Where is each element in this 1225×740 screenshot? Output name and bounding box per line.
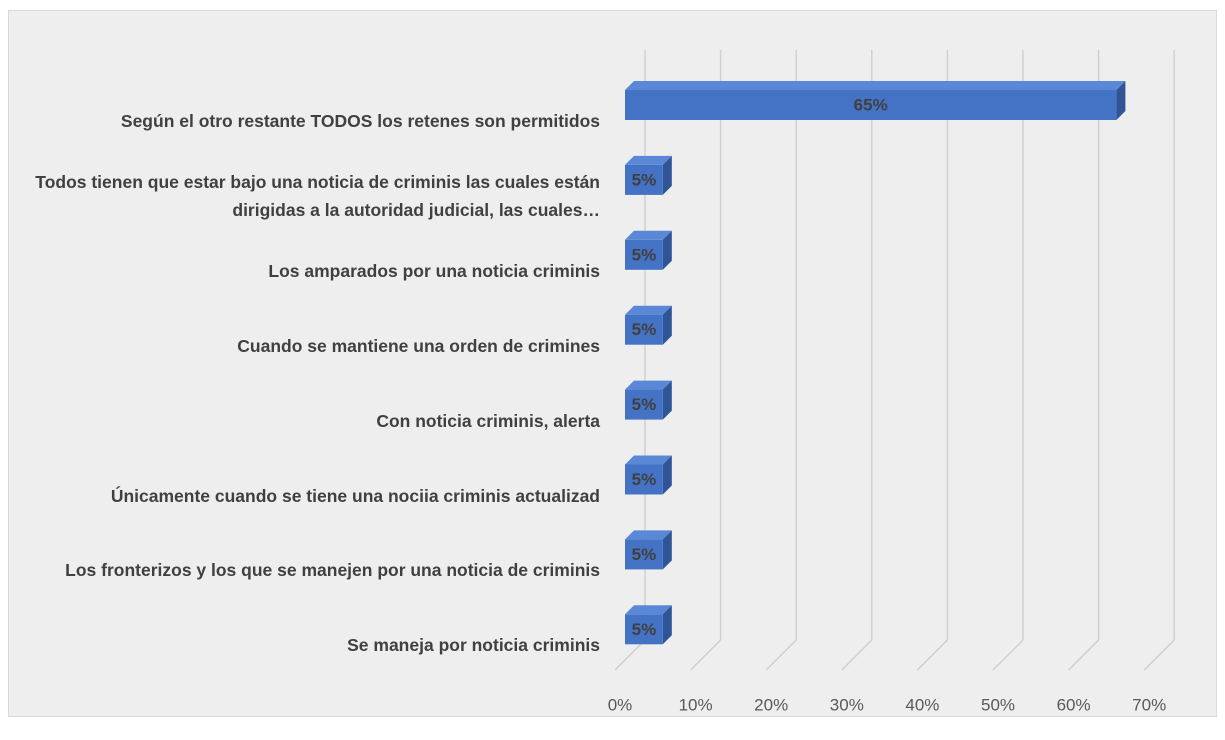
category-label: Se maneja por noticia criminis — [347, 635, 600, 656]
category-label: Todos tienen que estar bajo una noticia … — [35, 171, 600, 220]
grid-line — [614, 639, 646, 671]
grid-line — [765, 639, 797, 671]
bar-side — [662, 155, 672, 195]
bar-top — [625, 230, 672, 240]
x-tick-label: 60% — [1057, 695, 1091, 714]
data-label: 5% — [632, 545, 657, 564]
bar — [625, 164, 663, 195]
data-label: 5% — [632, 620, 657, 639]
data-label: 5% — [632, 170, 657, 189]
bar-side — [662, 305, 672, 345]
bar — [625, 464, 663, 495]
x-tick-label: 20% — [754, 695, 788, 714]
data-label: 5% — [632, 395, 657, 414]
bar-top — [625, 605, 672, 615]
bar-top — [625, 81, 1126, 90]
x-tick-label: 30% — [830, 695, 864, 714]
bar-side — [662, 230, 672, 270]
category-label: Los amparados por una noticia criminis — [268, 260, 600, 281]
bar — [625, 539, 663, 570]
category-label: Los fronterizos y los que se manejen por… — [65, 560, 600, 581]
x-tick-label: 70% — [1132, 695, 1166, 714]
category-label: Según el otro restante TODOS los retenes… — [120, 111, 600, 131]
category-label: Cuando se mantiene una orden de crimines — [237, 335, 600, 356]
bar-side — [662, 380, 672, 420]
category-label: Únicamente cuando se tiene una nociia cr… — [110, 485, 600, 506]
bar-top — [625, 455, 672, 465]
bar-side — [1116, 81, 1126, 120]
bar — [625, 314, 663, 345]
bar-top — [625, 380, 672, 390]
x-tick-label: 10% — [679, 695, 713, 714]
bar-side — [662, 530, 672, 570]
grid-line — [992, 639, 1024, 671]
data-label: 5% — [632, 470, 657, 489]
x-tick-label: 40% — [905, 695, 939, 714]
bar-top — [625, 530, 672, 540]
grid-line — [916, 639, 948, 671]
bar-top — [625, 155, 672, 165]
data-label: 65% — [854, 95, 888, 114]
data-label: 5% — [632, 245, 657, 264]
grid-line — [841, 639, 873, 671]
category-label: Con noticia criminis, alerta — [376, 410, 600, 431]
bar-top — [625, 305, 672, 315]
grid-line — [690, 639, 722, 671]
bar — [625, 614, 663, 645]
chart-area — [8, 10, 1217, 717]
bar-side — [662, 455, 672, 495]
bar — [625, 389, 663, 420]
x-tick-label: 0% — [608, 695, 633, 714]
grid-line — [1068, 639, 1100, 671]
data-label: 5% — [632, 320, 657, 339]
bar — [625, 239, 663, 270]
bar — [625, 90, 1117, 120]
x-tick-label: 50% — [981, 695, 1015, 714]
grid-line — [1143, 639, 1175, 671]
bar-side — [662, 605, 672, 645]
